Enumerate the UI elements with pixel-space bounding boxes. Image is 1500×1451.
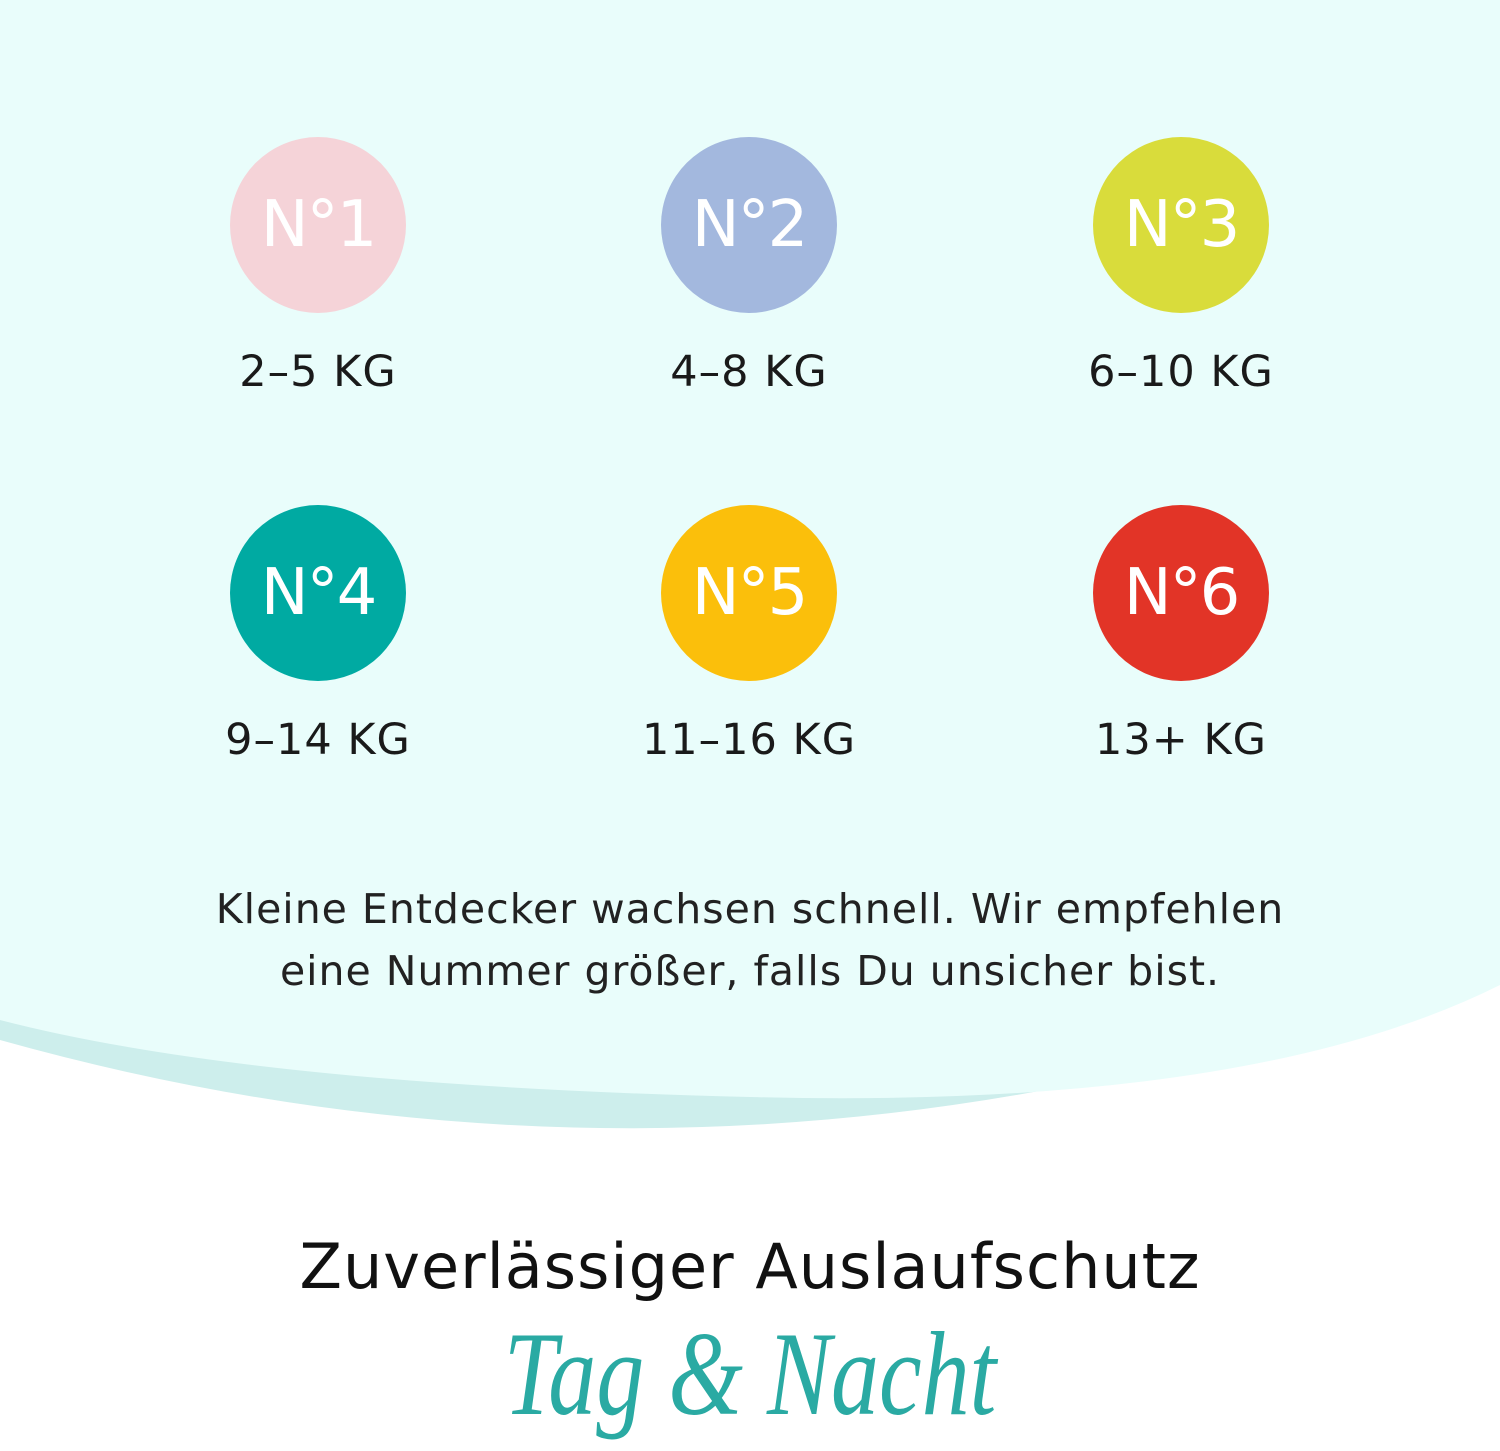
tagline: Tag & Nacht [503,1307,997,1440]
size-number-badge: N°6 [1093,505,1269,681]
size-item: N°3 6–10 KG [1031,137,1331,397]
headline: Zuverlässiger Auslaufschutz [299,1230,1201,1303]
weight-range: 13+ KG [1095,715,1267,765]
size-number-badge: N°4 [230,505,406,681]
size-item: N°6 13+ KG [1031,505,1331,765]
size-recommendation: Kleine Entdecker wachsen schnell. Wir em… [0,878,1500,1002]
size-number-badge: N°3 [1093,137,1269,313]
weight-range: 4–8 KG [670,347,828,397]
note-line-1: Kleine Entdecker wachsen schnell. Wir em… [215,885,1285,933]
weight-range: 6–10 KG [1088,347,1274,397]
size-item: N°5 11–16 KG [599,505,899,765]
size-number-badge: N°5 [661,505,837,681]
size-item: N°1 2–5 KG [168,137,468,397]
size-number-badge: N°1 [230,137,406,313]
note-line-2: eine Nummer größer, falls Du unsicher bi… [279,947,1221,995]
size-number-badge: N°2 [661,137,837,313]
weight-range: 2–5 KG [239,347,397,397]
weight-range: 9–14 KG [225,715,411,765]
weight-range: 11–16 KG [641,715,857,765]
size-item: N°4 9–14 KG [168,505,468,765]
size-item: N°2 4–8 KG [599,137,899,397]
